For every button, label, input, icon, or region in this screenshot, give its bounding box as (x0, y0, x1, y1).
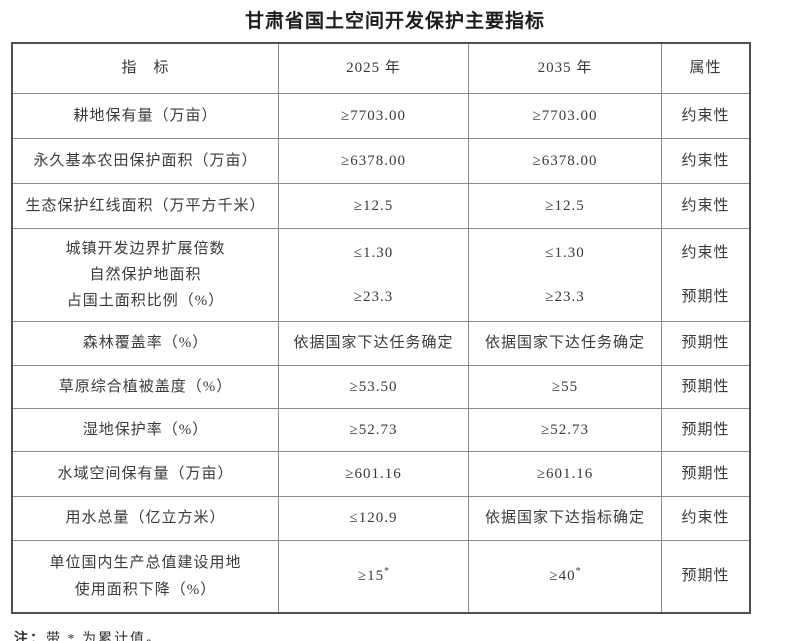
value-2035-cell: ≥601.16 (469, 452, 662, 496)
table-row: 森林覆盖率（%） 依据国家下达任务确定 依据国家下达任务确定 预期性 (13, 322, 749, 366)
attribute-cell: 约束性 (681, 197, 730, 214)
value-line: ≥15* (358, 563, 389, 589)
attribute-cell: 约束性 (681, 510, 730, 527)
value-2025-cell: ≥6378.00 (279, 139, 469, 183)
table-header-row: 指 标 2025 年 2035 年 属性 (13, 44, 749, 94)
indicator-cell: 森林覆盖率（%） (13, 322, 279, 365)
column-header-2035: 2035 年 (469, 44, 662, 93)
attribute-cell: 约束性 (681, 107, 730, 124)
value-text: ≥40 (549, 568, 576, 585)
attribute-cell: 预期性 (681, 378, 730, 395)
attribute-cell: 预期性 (681, 568, 730, 585)
indicator-line: 占国土面积比例（%） (66, 293, 225, 310)
value-2035-cell: ≤1.30 ≥23.3 (469, 229, 662, 321)
table-row: 湿地保护率（%） ≥52.73 ≥52.73 预期性 (13, 409, 749, 452)
asterisk-marker: * (384, 566, 390, 578)
indicator-line: 自然保护地面积 (89, 266, 202, 283)
value-2025-cell: ≤1.30 ≥23.3 (279, 229, 469, 321)
indicator-line: 单位国内生产总值建设用地 (49, 555, 242, 572)
value-line: ≤1.30 (545, 244, 585, 261)
value-line: ≥23.3 (545, 288, 585, 305)
value-2025-cell: ≥601.16 (279, 452, 469, 496)
attribute-cell: 约束性 (681, 152, 730, 169)
value-2025-cell: ≥7703.00 (279, 94, 469, 138)
value-2035-cell: 依据国家下达任务确定 (469, 322, 662, 365)
attribute-cell: 约束性 预期性 (662, 229, 749, 321)
footnote: 注：带 * 为累计值。 (14, 628, 790, 641)
value-2025-cell: ≥15* (279, 541, 469, 612)
value-2035-cell: ≥6378.00 (469, 139, 662, 183)
attribute-cell: 预期性 (681, 421, 730, 438)
indicator-cell: 用水总量（亿立方米） (13, 497, 279, 540)
table-row: 草原综合植被盖度（%） ≥53.50 ≥55 预期性 (13, 366, 749, 409)
column-header-attribute: 属性 (689, 60, 722, 77)
indicator-cell: 单位国内生产总值建设用地 使用面积下降（%） (13, 541, 279, 612)
footnote-label: 注： (14, 630, 46, 641)
indicator-line: 城镇开发边界扩展倍数 (65, 240, 226, 257)
page-title: 甘肃省国土空间开发保护主要指标 (244, 11, 545, 32)
value-2035-cell: ≥12.5 (469, 184, 662, 228)
attribute-cell: 预期性 (681, 465, 730, 482)
value-2025-cell: 依据国家下达任务确定 (279, 322, 469, 365)
value-2025-cell: ≥53.50 (279, 366, 469, 408)
value-2035-cell: ≥55 (469, 366, 662, 408)
value-line: ≥40* (549, 563, 580, 589)
table-row: 耕地保有量（万亩） ≥7703.00 ≥7703.00 约束性 (13, 94, 749, 139)
indicator-cell: 城镇开发边界扩展倍数 自然保护地面积 占国土面积比例（%） (13, 229, 279, 321)
value-2035-cell: ≥52.73 (469, 409, 662, 451)
footnote-text: 带 * 为累计值。 (46, 632, 162, 641)
column-header-2025: 2025 年 (279, 44, 469, 93)
table-row: 城镇开发边界扩展倍数 自然保护地面积 占国土面积比例（%） ≤1.30 ≥23.… (13, 229, 749, 322)
value-line: ≤1.30 (353, 244, 394, 261)
table-row: 用水总量（亿立方米） ≤120.9 依据国家下达指标确定 约束性 (13, 497, 749, 541)
value-2025-cell: ≥12.5 (279, 184, 469, 228)
value-line: ≥23.3 (353, 288, 394, 305)
attribute-cell: 预期性 (681, 335, 730, 352)
indicators-table: 指 标 2025 年 2035 年 属性 耕地保有量（万亩） ≥7703.00 … (11, 42, 751, 614)
asterisk-marker: * (575, 566, 581, 578)
indicator-line: 使用面积下降（%） (74, 581, 217, 598)
value-text: ≥15 (357, 568, 385, 585)
value-2025-cell: ≤120.9 (279, 497, 469, 540)
indicator-cell: 生态保护红线面积（万平方千米） (13, 184, 279, 228)
indicator-cell: 湿地保护率（%） (13, 409, 279, 451)
attribute-line: 预期性 (681, 288, 730, 305)
value-2035-cell: ≥7703.00 (469, 94, 662, 138)
indicator-cell: 耕地保有量（万亩） (13, 94, 279, 138)
indicator-cell: 永久基本农田保护面积（万亩） (13, 139, 279, 183)
indicator-cell: 水域空间保有量（万亩） (13, 452, 279, 496)
value-2035-cell: ≥40* (469, 541, 662, 612)
indicator-cell: 草原综合植被盖度（%） (13, 366, 279, 408)
table-row: 永久基本农田保护面积（万亩） ≥6378.00 ≥6378.00 约束性 (13, 139, 749, 184)
value-2035-cell: 依据国家下达指标确定 (469, 497, 662, 540)
attribute-line: 约束性 (681, 244, 730, 261)
column-header-indicator: 指 标 (13, 44, 279, 93)
table-row: 单位国内生产总值建设用地 使用面积下降（%） ≥15* ≥40* 预期性 (13, 541, 749, 612)
table-row: 生态保护红线面积（万平方千米） ≥12.5 ≥12.5 约束性 (13, 184, 749, 229)
table-row: 水域空间保有量（万亩） ≥601.16 ≥601.16 预期性 (13, 452, 749, 497)
value-2025-cell: ≥52.73 (279, 409, 469, 451)
